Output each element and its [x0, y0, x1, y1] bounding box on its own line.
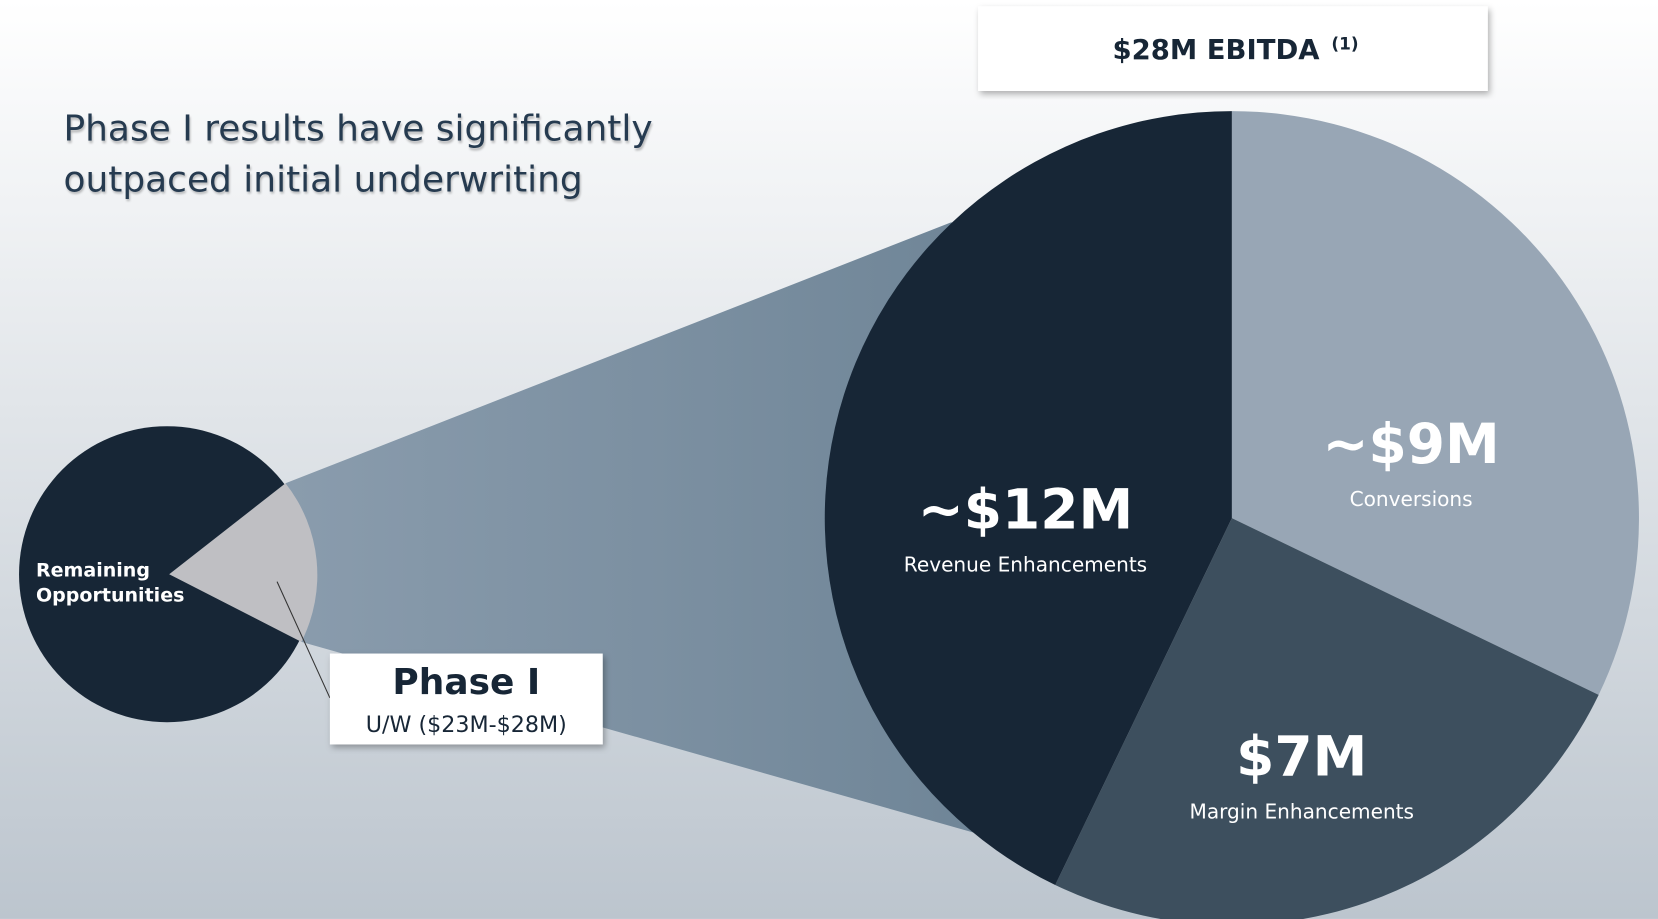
slice-value-label: ~$12M — [918, 478, 1134, 542]
small-pie-label-box: Remaining Opportunities — [35, 559, 185, 608]
slice-value-label: $7M — [1236, 724, 1367, 788]
title-box: Phase I results have significantly outpa… — [63, 107, 653, 201]
callout-subtitle: U/W ($23M-$28M) — [366, 712, 567, 738]
small-pie — [19, 426, 316, 723]
small-pie-label: Remaining Opportunities — [35, 559, 185, 608]
slice-category-label: Conversions — [1350, 487, 1473, 511]
pie-slice — [824, 111, 1232, 885]
title: Phase I results have significantly outpa… — [63, 107, 653, 201]
slice-category-label: Revenue Enhancements — [904, 553, 1147, 577]
ebitda-note: (1) — [1331, 33, 1358, 53]
ebitda-text: $28M EBITDA — [1112, 34, 1320, 66]
leader-line — [276, 581, 331, 699]
big-pie: ~$9M Conversions $7M Margin Enhancements ~$1… — [824, 111, 1639, 919]
pie-slice — [1231, 111, 1639, 695]
pie-slice — [1055, 518, 1599, 919]
small-pie-phase1 — [169, 483, 318, 642]
ebitda-box — [978, 6, 1488, 91]
callout-title: Phase I — [392, 662, 540, 703]
slice-value-label: ~$9M — [1322, 412, 1499, 476]
callout-box — [329, 653, 603, 745]
slice-category-label: Margin Enhancements — [1190, 800, 1415, 824]
